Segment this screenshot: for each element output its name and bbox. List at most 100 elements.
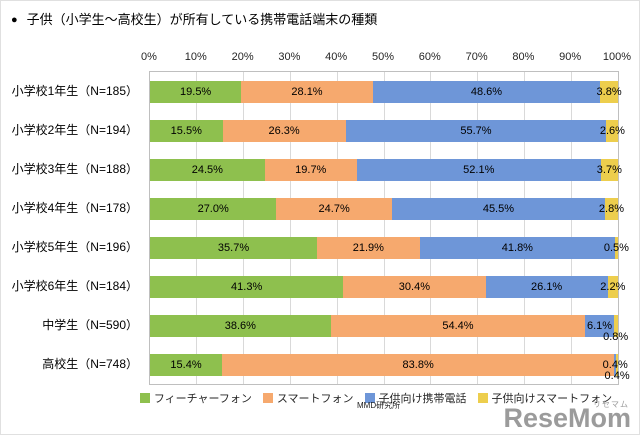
- data-label: 26.3%: [268, 124, 300, 137]
- bar-segment: [613, 314, 618, 337]
- gridline: [243, 72, 245, 384]
- data-label: 19.5%: [180, 85, 212, 98]
- plot-area: 19.5% 28.1% 48.6% 3.8% 15.5% 26.3% 55.7% 2.6% 24…: [149, 71, 630, 385]
- gridline: [523, 72, 525, 384]
- data-label: 41.3%: [231, 280, 263, 293]
- data-label: 55.7%: [460, 124, 492, 137]
- gridline: [196, 72, 198, 384]
- gridline: [477, 72, 479, 384]
- category-label: 小学校5年生（N=196）: [11, 240, 138, 254]
- watermark-logo: ReseMom: [503, 403, 631, 433]
- gridline: [383, 72, 385, 384]
- legend-label: 子供向けスマートフォン: [491, 393, 613, 405]
- category-label: 中学生（N=590）: [42, 318, 138, 332]
- x-tick-label: 0%: [141, 51, 157, 63]
- bar-segment: [615, 236, 618, 259]
- bar-segment: [600, 80, 618, 103]
- x-tick-label: 10%: [184, 51, 207, 63]
- data-label: 45.5%: [482, 202, 515, 215]
- data-label: 0.4%: [604, 369, 630, 382]
- bar-segment: [150, 353, 223, 376]
- bar-segment: [600, 158, 618, 181]
- bar-segment: [356, 158, 601, 181]
- x-tick-label: 60%: [418, 51, 441, 63]
- legend-swatch: [364, 393, 375, 403]
- data-label: 6.1%: [586, 319, 613, 332]
- legend-label: フィーチャーフォン: [153, 393, 252, 405]
- bar-segment: [607, 275, 618, 298]
- x-tick-label: 30%: [278, 51, 301, 63]
- source-text: MMD研究所: [357, 401, 401, 410]
- bullet-icon: ●: [11, 14, 18, 26]
- category-label: 高校生（N=748）: [42, 357, 138, 371]
- data-label: 2.8%: [598, 202, 624, 215]
- bar-segment: [241, 80, 373, 103]
- bar-segment: [150, 314, 331, 337]
- bar-segment: [222, 119, 346, 142]
- bar-segment: [330, 314, 586, 337]
- data-label: 24.7%: [318, 202, 350, 215]
- bar-segment: [222, 353, 615, 376]
- x-tick-label: 40%: [325, 51, 348, 63]
- bar-segment: [585, 314, 614, 337]
- data-label: 15.4%: [170, 358, 202, 371]
- legend-swatch: [262, 393, 273, 403]
- data-label: 19.7%: [295, 163, 327, 176]
- category-label: 小学校1年生（N=185）: [11, 84, 138, 98]
- gridline: [336, 72, 338, 384]
- category-label: 小学校4年生（N=178）: [11, 201, 138, 215]
- x-axis: 0% 10% 20% 30% 40% 50% 60% 70% 80% 90% 100%: [141, 51, 631, 65]
- legend-label: スマートフォン: [276, 393, 354, 405]
- legend-item: スマートフォン: [262, 390, 354, 406]
- data-label: 3.8%: [596, 85, 622, 98]
- chart-title: ● 子供（小学生～高校生）が所有している携帯電話端末の種類: [11, 9, 377, 28]
- gridline: [289, 72, 291, 384]
- x-tick-label: 70%: [465, 51, 488, 63]
- legend-item: フィーチャーフォン: [139, 390, 252, 406]
- data-label: 30.4%: [398, 280, 431, 293]
- legend-swatch: [139, 393, 150, 403]
- data-label: 0.4%: [602, 358, 628, 371]
- legend-item: 子供向け携帯電話: [364, 390, 467, 406]
- data-label: 0.5%: [603, 241, 629, 254]
- data-label: 28.1%: [291, 85, 323, 98]
- data-label: 54.4%: [442, 319, 474, 332]
- x-tick-label: 90%: [559, 51, 582, 63]
- data-label: 26.1%: [531, 280, 563, 293]
- category-label: 小学校6年生（N=184）: [11, 279, 138, 293]
- bar-segment: [264, 158, 357, 181]
- category-labels: 小学校1年生（N=185） 小学校2年生（N=194） 小学校3年生（N=188） 小…: [1, 71, 143, 383]
- data-label: 38.6%: [224, 319, 256, 332]
- watermark-kana: リセマム: [593, 400, 629, 409]
- data-label: 0.8%: [603, 330, 629, 343]
- bar-segment: [150, 197, 277, 220]
- bar-segment: [276, 197, 392, 220]
- data-label: 15.5%: [170, 124, 202, 137]
- x-tick-label: 50%: [371, 51, 395, 63]
- bar-segment: [616, 353, 618, 376]
- data-label: 83.8%: [402, 358, 434, 371]
- legend: フィーチャーフォン スマートフォン 子供向け携帯電話 子供向けスマートフォン: [139, 390, 613, 406]
- bar-segment: [345, 119, 607, 142]
- bar-segment: [391, 197, 605, 220]
- gridline: [570, 72, 572, 384]
- data-label: 2.6%: [599, 124, 625, 137]
- data-label: 21.9%: [352, 241, 384, 254]
- bar-segment: [150, 158, 265, 181]
- bar-segment: [485, 275, 608, 298]
- bar-segment: [372, 80, 601, 103]
- x-tick-label: 100%: [602, 51, 632, 63]
- data-label: 3.7%: [596, 163, 622, 176]
- x-tick-label: 20%: [231, 51, 254, 63]
- bar-segment: [606, 119, 619, 142]
- data-label: 27.0%: [197, 202, 229, 215]
- data-label: 48.6%: [470, 85, 503, 98]
- category-label: 小学校2年生（N=194）: [11, 123, 138, 137]
- chart-title-text: 子供（小学生～高校生）が所有している携帯電話端末の種類: [26, 12, 378, 27]
- gridline: [430, 72, 432, 384]
- data-label: 2.2%: [600, 280, 626, 293]
- bar-segment: [604, 197, 618, 220]
- bar-segment: [150, 236, 318, 259]
- legend-swatch: [477, 393, 488, 403]
